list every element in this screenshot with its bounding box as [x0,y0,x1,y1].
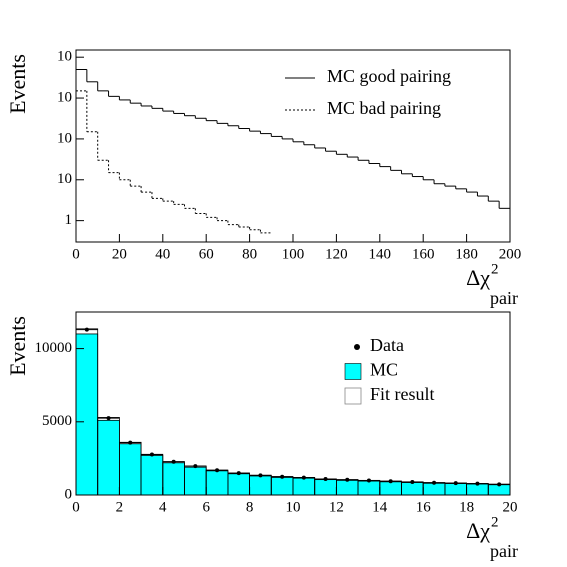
mc-bar [466,483,489,496]
y-tick-label: 0 [65,486,73,502]
legend-marker [344,363,362,380]
y-tick-label: 10 [57,49,72,65]
y-tick-label: 1 [65,212,73,228]
x-tick-label: 80 [242,246,257,262]
mc-bar [292,477,316,496]
x-tick-label: 120 [325,246,348,262]
mc-bar [249,475,272,496]
legend-marker [354,344,360,350]
x-axis-label: Δχ [466,518,490,543]
x-tick-label: 2 [116,499,124,515]
mc-bar [119,443,142,496]
x-tick-label: 140 [369,246,392,262]
x-tick-label: 200 [499,246,522,262]
y-axis-label: Events [5,54,30,114]
mc-bar [422,482,446,496]
mc-bar [314,479,337,496]
x-tick-label: 4 [159,499,167,515]
x-tick-label: 60 [199,246,214,262]
mc-bar [75,333,99,496]
x-tick-label: 18 [459,499,474,515]
x-tick-label: 20 [503,499,518,515]
legend-label: Fit result [370,384,435,404]
mc-bar [357,480,381,496]
x-axis-label-sup: 2 [491,514,499,530]
y-tick-label: 10 [57,171,72,187]
x-axis-label-sub: pair [490,288,518,308]
legend-label: MC [370,360,398,380]
y-axis-label: Events [5,316,30,376]
mc-bar [97,419,120,496]
x-axis-label-sub: pair [490,541,518,561]
x-tick-label: 40 [155,246,170,262]
legend-label: Data [370,335,404,355]
x-tick-label: 180 [455,246,478,262]
mc-bar [184,466,207,496]
mc-bar [140,455,164,496]
mc-bar [162,462,185,496]
x-axis-label: Δχ [466,265,490,290]
mc-bar [227,473,250,496]
x-tick-label: 12 [329,499,344,515]
mc-bar [379,481,402,496]
x-tick-label: 20 [112,246,127,262]
x-tick-label: 6 [202,499,210,515]
x-tick-label: 0 [72,246,80,262]
legend-marker [344,387,362,405]
legend-label: MC bad pairing [327,98,441,118]
x-axis-label-sup: 2 [491,261,499,277]
x-tick-label: 14 [372,499,388,515]
y-tick-label: 10000 [35,340,73,356]
x-tick-label: 8 [246,499,254,515]
x-tick-label: 0 [72,499,80,515]
x-tick-label: 100 [282,246,305,262]
y-tick-label: 5000 [42,413,72,429]
legend-label: MC good pairing [327,66,451,86]
mc-bar [444,483,467,496]
y-tick-label: 10 [57,130,72,146]
mc-bar [401,482,424,496]
y-tick-label: 10 [57,89,72,105]
x-tick-label: 16 [416,499,432,515]
mc-bar [335,479,359,496]
x-tick-label: 10 [286,499,301,515]
mc-bar [205,470,229,496]
mc-bar [270,477,294,496]
x-tick-label: 160 [412,246,435,262]
